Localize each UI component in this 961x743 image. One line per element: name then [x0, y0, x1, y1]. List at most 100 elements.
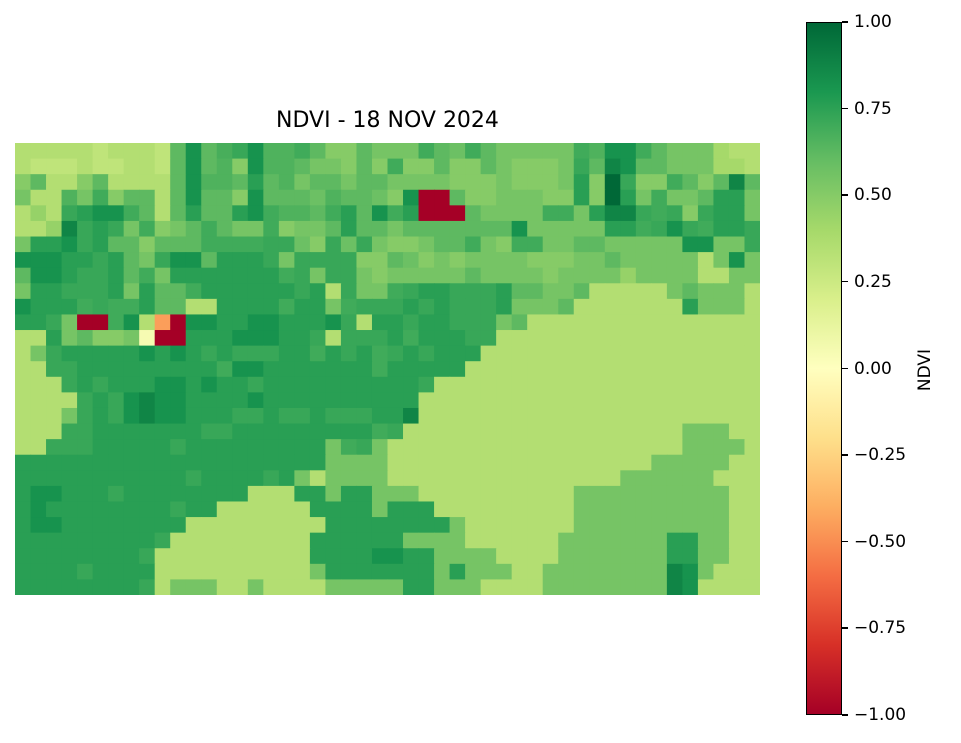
heatmap-cell — [605, 533, 621, 549]
heatmap-cell — [558, 486, 574, 502]
heatmap-cell — [170, 174, 186, 190]
heatmap-cell — [356, 470, 372, 486]
heatmap-cell — [31, 408, 47, 424]
heatmap-cell — [201, 564, 217, 580]
heatmap-cell — [31, 252, 47, 268]
heatmap-cell — [434, 455, 450, 471]
heatmap-cell — [93, 252, 109, 268]
heatmap-cell — [294, 190, 310, 206]
heatmap-cell — [372, 174, 388, 190]
heatmap-cell — [496, 564, 512, 580]
colorbar — [806, 22, 842, 715]
colorbar-label: NDVI — [915, 349, 935, 391]
heatmap-cell — [217, 330, 233, 346]
heatmap-cell — [294, 517, 310, 533]
heatmap-cell — [310, 564, 326, 580]
heatmap-cell — [388, 221, 404, 237]
heatmap-cell — [62, 346, 78, 362]
heatmap-cell — [31, 424, 47, 440]
heatmap-cell — [310, 517, 326, 533]
heatmap-cell — [248, 143, 264, 159]
heatmap-cell — [263, 579, 279, 595]
heatmap-cell — [636, 470, 652, 486]
heatmap-cell — [481, 377, 497, 393]
heatmap-cell — [667, 579, 683, 595]
heatmap-cell — [108, 174, 124, 190]
heatmap-cell — [46, 283, 62, 299]
heatmap-cell — [403, 205, 419, 221]
heatmap-cell — [403, 470, 419, 486]
heatmap-cell — [605, 190, 621, 206]
heatmap-cell — [108, 205, 124, 221]
heatmap-cell — [543, 470, 559, 486]
heatmap-cell — [419, 439, 435, 455]
heatmap-cell — [201, 501, 217, 517]
heatmap-cell — [574, 283, 590, 299]
heatmap-cell — [481, 517, 497, 533]
heatmap-cell — [310, 548, 326, 564]
heatmap-cell — [388, 252, 404, 268]
heatmap-cell — [574, 221, 590, 237]
heatmap-cell — [589, 486, 605, 502]
heatmap-cell — [46, 377, 62, 393]
heatmap-cell — [124, 299, 140, 315]
heatmap-cell — [434, 159, 450, 175]
heatmap-cell — [558, 361, 574, 377]
heatmap-cell — [682, 205, 698, 221]
heatmap-cell — [294, 205, 310, 221]
heatmap-cell — [527, 501, 543, 517]
heatmap-cell — [124, 533, 140, 549]
heatmap-cell — [403, 501, 419, 517]
heatmap-cell — [170, 190, 186, 206]
heatmap-cell — [481, 548, 497, 564]
heatmap-cell — [589, 221, 605, 237]
heatmap-cell — [605, 486, 621, 502]
heatmap-cell — [279, 424, 295, 440]
heatmap-cell — [713, 252, 729, 268]
heatmap-cell — [636, 174, 652, 190]
heatmap-cell — [667, 237, 683, 253]
heatmap-cell — [325, 159, 341, 175]
heatmap-cell — [388, 159, 404, 175]
heatmap-cell — [636, 346, 652, 362]
heatmap-cell — [419, 283, 435, 299]
heatmap-cell — [434, 424, 450, 440]
heatmap-cell — [186, 439, 202, 455]
heatmap-cell — [651, 455, 667, 471]
heatmap-cell — [310, 159, 326, 175]
heatmap-cell — [155, 470, 171, 486]
heatmap-cell — [46, 548, 62, 564]
heatmap-cell — [450, 579, 466, 595]
heatmap-cell — [124, 486, 140, 502]
heatmap-cell — [636, 190, 652, 206]
heatmap-cell — [248, 501, 264, 517]
heatmap-cell — [310, 174, 326, 190]
heatmap-cell — [527, 533, 543, 549]
heatmap-cell — [170, 221, 186, 237]
heatmap-cell — [651, 346, 667, 362]
heatmap-cell — [139, 424, 155, 440]
heatmap-cell — [31, 299, 47, 315]
heatmap-cell — [574, 174, 590, 190]
heatmap-cell — [356, 237, 372, 253]
heatmap-cell — [434, 486, 450, 502]
heatmap-cell — [186, 361, 202, 377]
heatmap-cell — [294, 330, 310, 346]
heatmap-cell — [217, 283, 233, 299]
heatmap-cell — [465, 221, 481, 237]
heatmap-cell — [93, 579, 109, 595]
heatmap-cell — [279, 252, 295, 268]
heatmap-cell — [124, 190, 140, 206]
heatmap-cell — [372, 408, 388, 424]
heatmap-cell — [139, 330, 155, 346]
heatmap-cell — [620, 252, 636, 268]
heatmap-cell — [341, 221, 357, 237]
heatmap-cell — [93, 533, 109, 549]
heatmap-cell — [481, 501, 497, 517]
heatmap-cell — [589, 564, 605, 580]
heatmap-cell — [201, 470, 217, 486]
heatmap-cell — [310, 268, 326, 284]
heatmap-cell — [124, 455, 140, 471]
heatmap-cell — [729, 377, 745, 393]
heatmap-cell — [589, 205, 605, 221]
